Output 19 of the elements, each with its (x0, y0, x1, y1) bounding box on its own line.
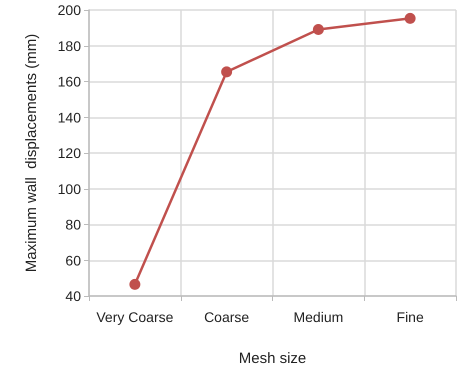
x-tick-label: Very Coarse (96, 309, 174, 325)
y-tick-label: 100 (58, 180, 82, 197)
y-tick-label: 80 (65, 216, 82, 232)
y-tick-label: 40 (65, 288, 82, 304)
y-tick-label: 120 (58, 145, 82, 161)
x-tick-label: Fine (396, 309, 424, 325)
point (129, 278, 140, 290)
point (221, 66, 232, 78)
point (312, 24, 324, 35)
y-tick-label: 200 (58, 2, 82, 18)
x-tick-label: Medium (293, 309, 344, 325)
x-tick-label: Coarse (204, 309, 250, 325)
y-tick-label: 140 (58, 109, 82, 126)
y-axis-title: Maximum wall displacements (mm) (23, 34, 40, 272)
y-tick-label: 160 (58, 74, 82, 90)
y-tick-label: 60 (65, 252, 82, 268)
x-axis-title: Mesh size (238, 350, 306, 367)
point (404, 12, 416, 24)
y-tick-label: 180 (58, 38, 82, 54)
